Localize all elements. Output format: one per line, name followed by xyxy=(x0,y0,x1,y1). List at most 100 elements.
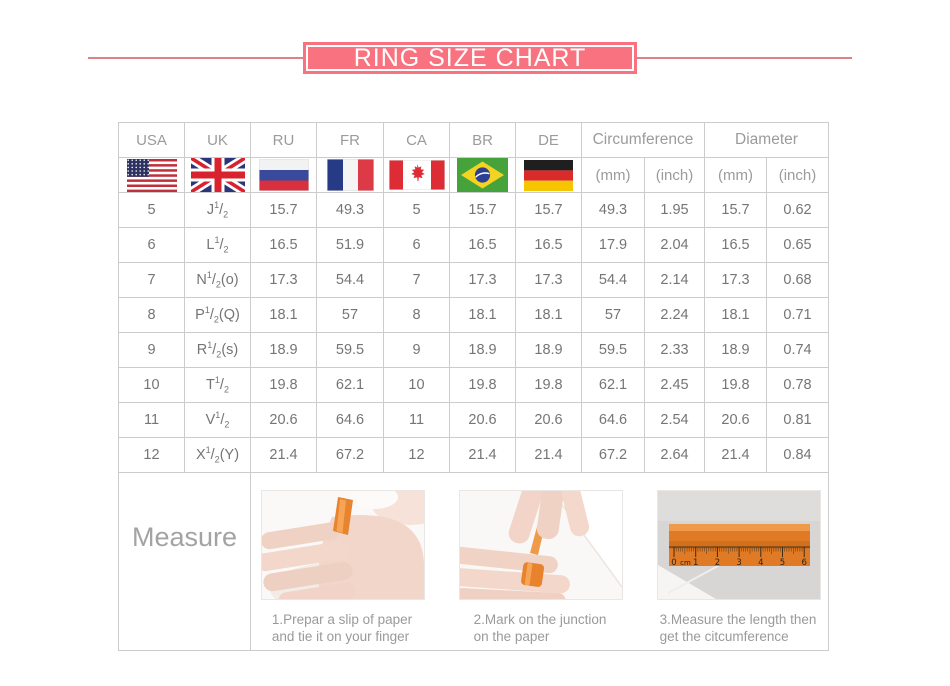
diameter-mm: 16.5 xyxy=(704,227,767,263)
ca-size: 8 xyxy=(383,297,450,333)
ru-size: 17.3 xyxy=(250,262,317,298)
unit-circumference-mm: (mm) xyxy=(581,157,645,193)
diameter-inch: 0.65 xyxy=(766,227,829,263)
caption-line: and tie it on your finger xyxy=(271,629,410,645)
ca-size: 12 xyxy=(383,437,450,473)
col-header-uk: UK xyxy=(184,122,251,158)
size-row: 8 P1/2(Q) 18.1 57 8 18.1 18.1 57 2.24 18.1 0.71 xyxy=(118,297,829,333)
ru-size: 15.7 xyxy=(250,192,317,228)
col-header-de: DE xyxy=(515,122,582,158)
uk-flag-cell xyxy=(184,157,251,193)
measure-row: Measure xyxy=(118,472,829,651)
ruler-illustration: 0 cm 1 2 3 4 5 6 xyxy=(658,491,820,599)
diameter-inch: 0.68 xyxy=(766,262,829,298)
ruler-number: 1 xyxy=(693,558,698,568)
col-header-ca: CA xyxy=(383,122,450,158)
uk-size: J1/2 xyxy=(184,192,251,228)
marking-paper-illustration xyxy=(460,491,622,599)
circumference-inch: 2.33 xyxy=(644,332,705,368)
usa-flag-cell xyxy=(118,157,185,193)
uk-size: T1/2 xyxy=(184,367,251,403)
usa-size: 9 xyxy=(118,332,185,368)
diameter-mm: 20.6 xyxy=(704,402,767,438)
fr-size: 64.6 xyxy=(316,402,384,438)
diameter-mm: 18.9 xyxy=(704,332,767,368)
size-row: 5 J1/2 15.7 49.3 5 15.7 15.7 49.3 1.95 15.7 0.62 xyxy=(118,192,829,228)
de-flag-cell xyxy=(515,157,582,193)
ring-size-table-container: USA UK RU FR CA BR DE Circumference Diam… xyxy=(118,122,829,651)
de-size: 15.7 xyxy=(515,192,582,228)
de-size: 19.8 xyxy=(515,367,582,403)
uk-size: N1/2(o) xyxy=(184,262,251,298)
ca-size: 11 xyxy=(383,402,450,438)
usa-size: 10 xyxy=(118,367,185,403)
fr-size: 51.9 xyxy=(316,227,384,263)
uk-size: R1/2(s) xyxy=(184,332,251,368)
circumference-mm: 17.9 xyxy=(581,227,645,263)
uk-size: L1/2 xyxy=(184,227,251,263)
circumference-inch: 2.54 xyxy=(644,402,705,438)
fr-size: 67.2 xyxy=(316,437,384,473)
ca-size: 7 xyxy=(383,262,450,298)
fr-size: 57 xyxy=(316,297,384,333)
ruler-number: 4 xyxy=(758,558,763,568)
caption-line: on the paper xyxy=(473,629,550,645)
circumference-inch: 2.64 xyxy=(644,437,705,473)
diameter-inch: 0.84 xyxy=(766,437,829,473)
br-size: 16.5 xyxy=(449,227,516,263)
ruler-measuring-strip-photo: 0 cm 1 2 3 4 5 6 xyxy=(657,490,821,600)
circumference-inch: 2.24 xyxy=(644,297,705,333)
unit-circumference-inch: (inch) xyxy=(644,157,705,193)
ruler-unit: cm xyxy=(680,559,691,567)
ruler-number: 3 xyxy=(736,558,741,568)
usa-size: 5 xyxy=(118,192,185,228)
size-row: 12 X1/2(Y) 21.4 67.2 12 21.4 21.4 67.2 2.64 21.4 0… xyxy=(118,437,829,473)
measure-step-2: 2.Mark on the junction on the paper xyxy=(459,490,623,646)
ru-flag-icon xyxy=(251,159,316,191)
de-size: 18.1 xyxy=(515,297,582,333)
usa-size: 12 xyxy=(118,437,185,473)
usa-flag-icon xyxy=(119,158,184,192)
hand-with-paper-strip-illustration xyxy=(262,491,424,599)
ru-flag-cell xyxy=(250,157,317,193)
measure-step-1-caption: 1.Prepar a slip of paper and tie it on y… xyxy=(261,611,423,646)
uk-size: V1/2 xyxy=(184,402,251,438)
circumference-mm: 54.4 xyxy=(581,262,645,298)
diameter-inch: 0.71 xyxy=(766,297,829,333)
diameter-inch: 0.62 xyxy=(766,192,829,228)
de-size: 20.6 xyxy=(515,402,582,438)
ca-flag-icon xyxy=(384,160,449,190)
br-size: 21.4 xyxy=(449,437,516,473)
diameter-inch: 0.81 xyxy=(766,402,829,438)
circumference-mm: 49.3 xyxy=(581,192,645,228)
caption-line: 2.Mark on the junction xyxy=(473,612,607,627)
caption-line: 3.Measure the length then xyxy=(659,612,817,627)
de-size: 17.3 xyxy=(515,262,582,298)
ca-flag-cell xyxy=(383,157,450,193)
diameter-inch: 0.74 xyxy=(766,332,829,368)
br-flag-icon xyxy=(450,158,515,192)
diameter-mm: 21.4 xyxy=(704,437,767,473)
fr-flag-cell xyxy=(316,157,384,193)
diameter-mm: 18.1 xyxy=(704,297,767,333)
fr-size: 59.5 xyxy=(316,332,384,368)
measure-label: Measure xyxy=(118,472,251,651)
usa-size: 6 xyxy=(118,227,185,263)
header-row-countries: USA UK RU FR CA BR DE Circumference Diam… xyxy=(118,122,829,158)
br-size: 20.6 xyxy=(449,402,516,438)
de-flag-icon xyxy=(516,159,581,191)
measure-step-3-caption: 3.Measure the length then get the citcum… xyxy=(657,611,819,646)
ru-size: 20.6 xyxy=(250,402,317,438)
ruler-number: 5 xyxy=(780,558,785,568)
measure-steps-cell: 1.Prepar a slip of paper and tie it on y… xyxy=(250,472,829,651)
ring-size-table: USA UK RU FR CA BR DE Circumference Diam… xyxy=(118,122,829,651)
br-size: 17.3 xyxy=(449,262,516,298)
size-row: 7 N1/2(o) 17.3 54.4 7 17.3 17.3 54.4 2.14 17.3 0.6… xyxy=(118,262,829,298)
circumference-mm: 67.2 xyxy=(581,437,645,473)
col-header-br: BR xyxy=(449,122,516,158)
ru-size: 21.4 xyxy=(250,437,317,473)
ru-size: 18.1 xyxy=(250,297,317,333)
unit-diameter-inch: (inch) xyxy=(766,157,829,193)
circumference-mm: 59.5 xyxy=(581,332,645,368)
